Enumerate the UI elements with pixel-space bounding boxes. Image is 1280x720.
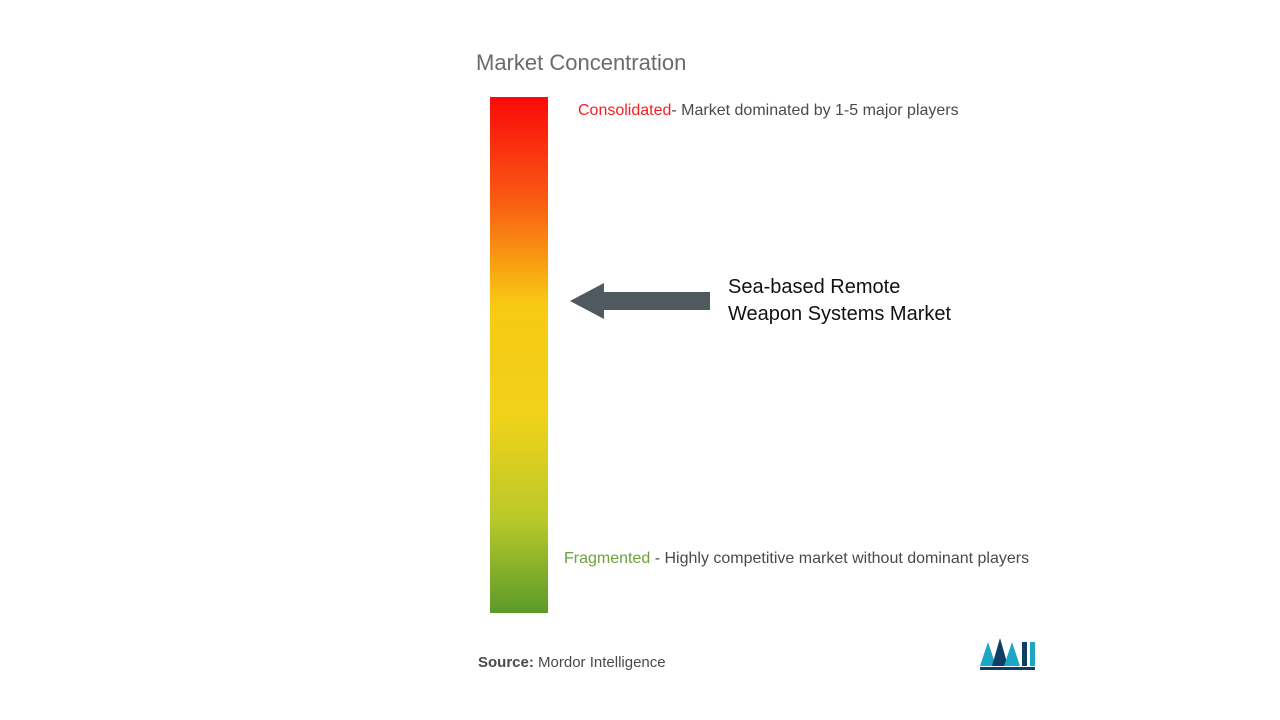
brand-logo: [980, 636, 1036, 672]
market-name-label: Sea-based Remote Weapon Systems Market: [728, 274, 951, 328]
source-value: Mordor Intelligence: [538, 654, 666, 671]
source-attribution: Source: Mordor Intelligence: [478, 654, 666, 671]
concentration-gradient-bar: [490, 97, 548, 613]
consolidated-description: - Market dominated by 1-5 major players: [671, 102, 958, 119]
indicator-arrow: [570, 283, 710, 319]
fragmented-label: Fragmented - Highly competitive market w…: [564, 546, 1029, 572]
logo-icon: [980, 636, 1036, 672]
fragmented-description: - Highly competitive market without domi…: [650, 550, 1029, 567]
consolidated-label: Consolidated- Market dominated by 1-5 ma…: [578, 100, 959, 122]
market-name-line2: Weapon Systems Market: [728, 303, 951, 325]
fragmented-key: Fragmented: [564, 550, 650, 567]
source-key: Source:: [478, 654, 534, 671]
arrow-left-icon: [570, 283, 710, 319]
infographic-canvas: Market Concentration Consolidated- Marke…: [0, 0, 1280, 720]
chart-title: Market Concentration: [476, 50, 686, 76]
market-name-line1: Sea-based Remote: [728, 276, 900, 298]
consolidated-key: Consolidated: [578, 102, 671, 119]
